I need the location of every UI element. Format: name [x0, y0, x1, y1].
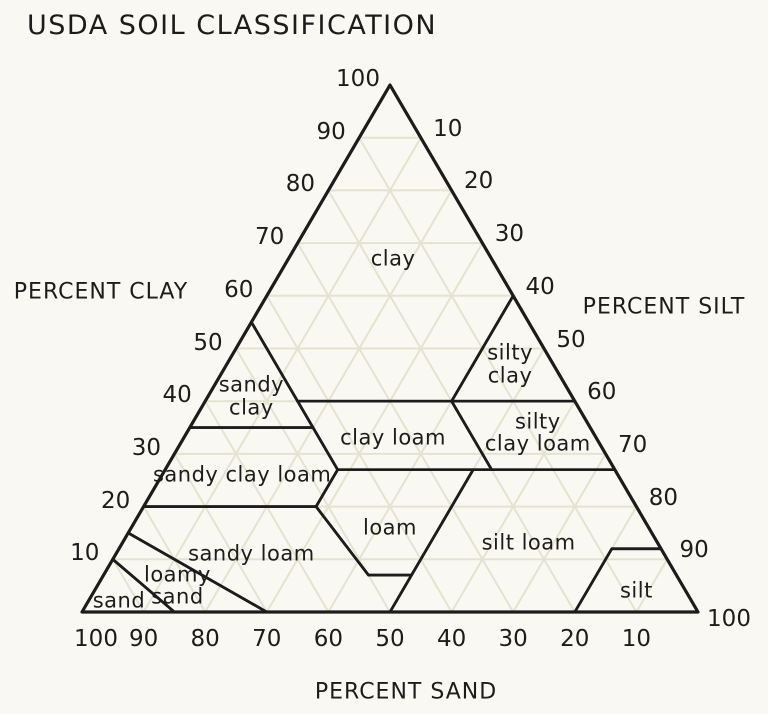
- axis-label-percent-clay: PERCENT CLAY: [13, 279, 189, 305]
- region-clay-loam-boundary: [296, 399, 493, 472]
- triangle-outline: [80, 83, 700, 614]
- ternary-grid: [111, 136, 669, 613]
- axis-label-percent-silt: PERCENT SILT: [582, 294, 746, 320]
- axis-label-percent-sand: PERCENT SAND: [314, 679, 498, 705]
- region-sandy-clay-loam-boundary: [142, 426, 339, 508]
- page-title: USDA SOIL CLASSIFICATION: [27, 10, 438, 41]
